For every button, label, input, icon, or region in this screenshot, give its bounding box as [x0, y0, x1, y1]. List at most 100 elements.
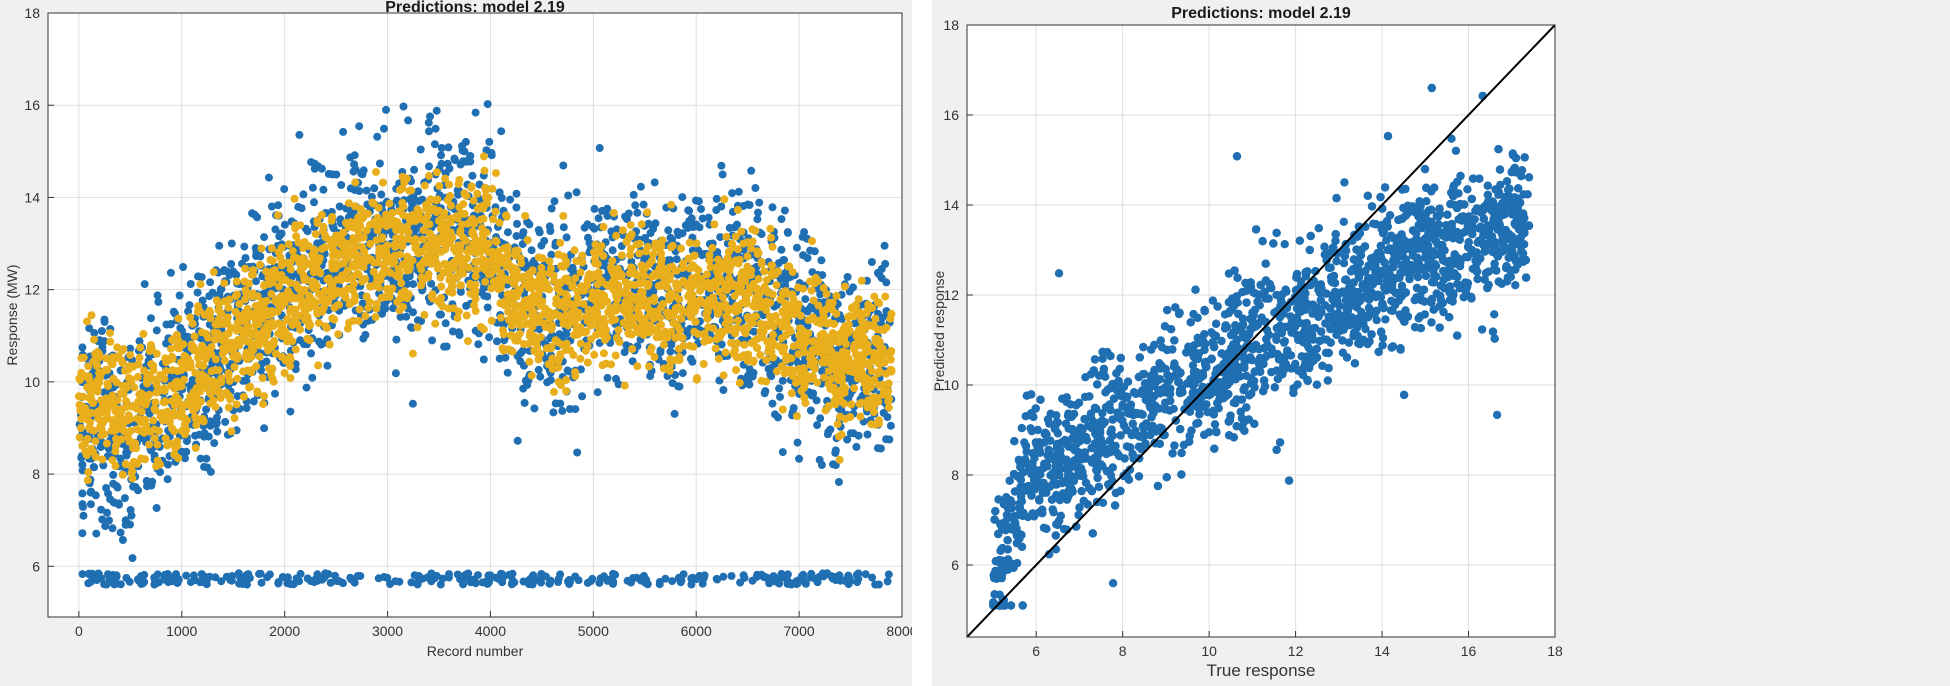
predicted-response-point: [327, 216, 336, 225]
true-response-point: [182, 571, 191, 580]
true-response-point: [95, 570, 103, 579]
predicted-response-point: [94, 414, 103, 423]
predicted-response-point: [220, 279, 229, 288]
predicted-response-point: [139, 330, 148, 338]
true-response-point: [122, 448, 131, 457]
true-response-point: [444, 143, 453, 152]
predicted-response-point: [609, 209, 618, 217]
predicted-response-point: [221, 346, 230, 355]
true-response-point: [409, 192, 418, 201]
predicted-response-point: [503, 243, 512, 252]
true-response-point: [78, 343, 87, 352]
predicted-response-point: [525, 357, 534, 366]
predicted-response-point: [847, 400, 856, 409]
predicted-response-point: [235, 341, 244, 350]
true-response-point: [116, 528, 125, 537]
true-response-point: [513, 436, 522, 445]
predicted-response-point: [685, 264, 694, 273]
predicted-response-point: [80, 409, 89, 418]
predicted-response-point: [291, 305, 300, 314]
true-response-point: [252, 277, 260, 286]
predicted-response-point: [733, 205, 742, 214]
predicted-response-point: [366, 220, 375, 229]
true-response-point: [491, 573, 500, 582]
predicted-response-point: [345, 318, 353, 327]
true-response-point: [874, 580, 883, 589]
predicted-response-point: [129, 444, 138, 453]
true-response-point: [482, 146, 491, 155]
predicted-response-point: [612, 231, 621, 240]
predicted-response-point: [857, 398, 866, 407]
predicted-response-point: [356, 205, 365, 213]
predicted-response-point: [170, 408, 179, 417]
predicted-response-point: [291, 345, 300, 354]
true-response-point: [332, 577, 341, 585]
predicted-response-point: [136, 426, 145, 435]
predicted-response-point: [158, 409, 166, 418]
true-response-point: [78, 570, 87, 579]
true-response-point: [478, 578, 487, 587]
predicted-response-point: [399, 202, 408, 211]
true-response-point: [564, 191, 573, 200]
predicted-response-point: [460, 210, 469, 218]
predicted-response-point: [136, 343, 145, 352]
true-response-point: [512, 232, 521, 240]
predicted-response-point: [107, 426, 116, 435]
predicted-response-point: [650, 353, 659, 361]
true-response-point: [251, 244, 260, 253]
predicted-response-point: [614, 281, 622, 290]
true-response-point: [688, 573, 697, 582]
predicted-response-point: [506, 297, 515, 306]
predicted-response-point: [213, 329, 222, 338]
true-response-point: [483, 100, 492, 109]
predicted-response-point: [587, 274, 596, 283]
true-response-point: [846, 429, 855, 438]
predicted-response-point: [650, 297, 659, 305]
predicted-response-point: [176, 381, 184, 390]
true-response-point: [863, 430, 872, 439]
predicted-response-point: [277, 271, 286, 279]
predicted-response-point: [257, 244, 266, 253]
predicted-response-point: [141, 455, 149, 464]
true-response-point: [78, 529, 87, 538]
predicted-response-point: [550, 276, 559, 285]
predicted-response-point: [170, 401, 179, 410]
predicted-response-point: [268, 257, 277, 265]
predicted-response-point: [272, 349, 280, 358]
predicted-response-point: [559, 212, 568, 220]
predicted-response-point: [850, 384, 859, 393]
predicted-response-point: [273, 307, 282, 316]
predicted-response-point: [463, 337, 472, 346]
true-response-point: [174, 576, 183, 585]
predicted-response-point: [825, 298, 834, 307]
true-response-point: [391, 369, 400, 378]
predicted-response-point: [667, 327, 676, 336]
true-response-point: [512, 203, 521, 212]
predicted-response-point: [454, 307, 463, 316]
predicted-response-point: [721, 280, 730, 289]
true-response-point: [121, 520, 130, 529]
predicted-response-point: [233, 290, 241, 299]
true-response-point: [523, 380, 532, 389]
predicted-response-point: [672, 266, 681, 275]
predicted-response-point: [853, 374, 862, 383]
predicted-response-point: [280, 369, 289, 378]
true-response-point: [503, 228, 512, 237]
predicted-response-point: [122, 397, 131, 406]
true-response-point: [768, 203, 777, 212]
true-response-point: [181, 454, 189, 463]
predicted-response-point: [639, 299, 648, 308]
predicted-response-point: [361, 312, 370, 320]
true-response-point: [590, 204, 599, 213]
predicted-response-point: [720, 195, 729, 204]
true-response-point: [453, 186, 462, 195]
true-response-point: [590, 224, 599, 233]
predicted-response-point: [884, 403, 893, 412]
true-response-point: [650, 178, 659, 187]
true-response-point: [280, 220, 289, 229]
true-response-point: [116, 454, 125, 463]
true-response-point: [685, 206, 694, 215]
predicted-response-point: [286, 374, 295, 382]
predicted-response-point: [532, 348, 541, 357]
predicted-response-point: [643, 208, 652, 217]
